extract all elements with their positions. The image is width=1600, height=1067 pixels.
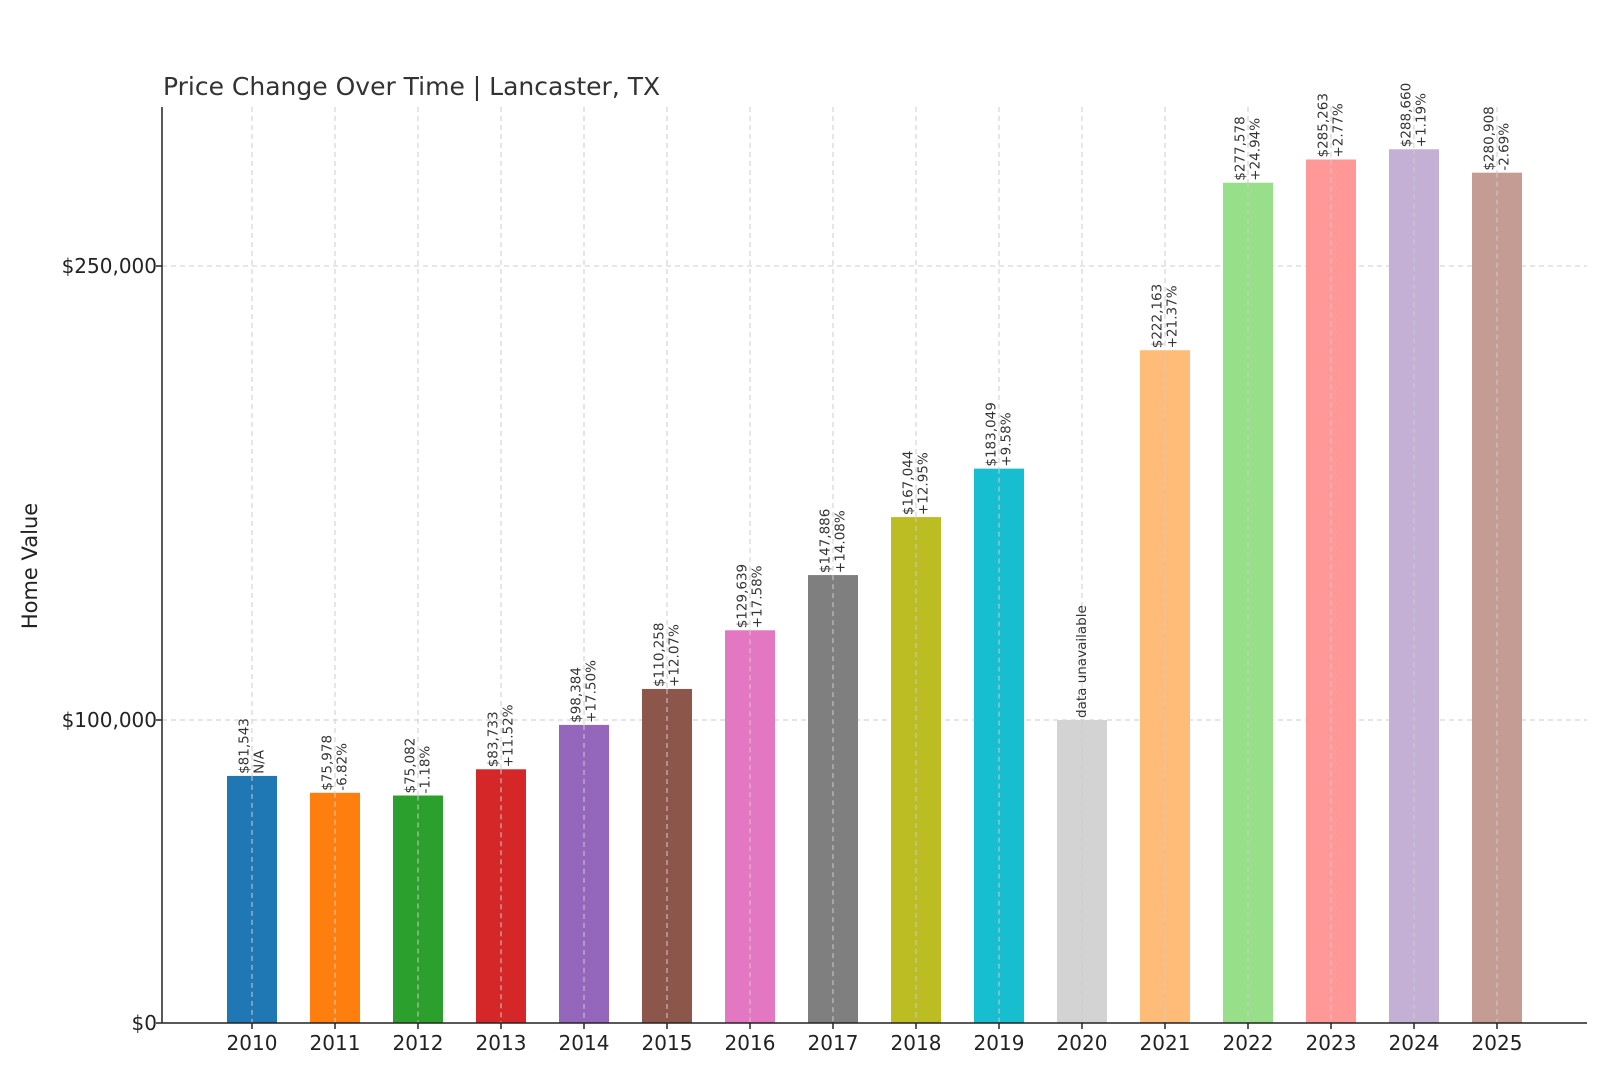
y-tick-label: $100,000 <box>62 708 157 732</box>
data-label-change: +21.37% <box>1165 285 1181 348</box>
data-label-2013: $83,733 +11.52% <box>486 704 517 767</box>
data-label-2012: $75,082 -1.18% <box>403 738 434 794</box>
data-label-value: $98,384 <box>569 667 585 723</box>
y-tick-label: $250,000 <box>62 254 157 278</box>
y-axis-label: Home Value <box>18 503 42 629</box>
data-label-change: -2.69% <box>1497 123 1513 171</box>
data-label-value: $110,258 <box>652 623 668 687</box>
bar-2023 <box>1306 159 1356 1023</box>
data-label-2025: $280,908 -2.69% <box>1482 106 1513 170</box>
data-label-value: $222,163 <box>1150 284 1166 348</box>
data-labels-layer: $81,543 N/A $75,978 -6.82% $75,082 -1.18% $83,… <box>237 83 1513 794</box>
data-label-value: $277,578 <box>1233 116 1249 180</box>
data-label-change: +9.58% <box>999 412 1015 466</box>
data-label-2021: $222,163 +21.37% <box>1150 284 1181 348</box>
data-label-value: $183,049 <box>984 402 1000 466</box>
data-label-change: +11.52% <box>501 704 517 767</box>
x-tick-label-2013: 2013 <box>476 1031 527 1055</box>
data-label-2015: $110,258 +12.07% <box>652 623 683 687</box>
x-tick-label-2015: 2015 <box>642 1031 693 1055</box>
data-label-change: +2.77% <box>1331 103 1347 157</box>
y-tick-label: $0 <box>132 1011 157 1035</box>
data-label-value: $75,082 <box>403 738 419 794</box>
x-tick-label-2019: 2019 <box>974 1031 1025 1055</box>
data-label-value: $167,044 <box>901 451 917 515</box>
x-tick-label-2014: 2014 <box>559 1031 610 1055</box>
data-label-change: -1.18% <box>418 746 434 794</box>
data-label-2017: $147,886 +14.08% <box>818 509 849 573</box>
data-label-value: $129,639 <box>735 564 751 628</box>
x-tick-label-2024: 2024 <box>1389 1031 1440 1055</box>
x-tick-label-2016: 2016 <box>725 1031 776 1055</box>
x-tick-label-2010: 2010 <box>227 1031 278 1055</box>
bar-2011 <box>310 792 360 1023</box>
x-tick-label-2018: 2018 <box>891 1031 942 1055</box>
x-tick-label-2022: 2022 <box>1223 1031 1274 1055</box>
data-label-2022: $277,578 +24.94% <box>1233 116 1264 180</box>
x-tick-label-2017: 2017 <box>808 1031 859 1055</box>
data-label-2023: $285,263 +2.77% <box>1316 93 1347 157</box>
data-label-2011: $75,978 -6.82% <box>320 735 351 791</box>
data-label-change: +12.95% <box>916 452 932 515</box>
data-label-change: +14.08% <box>833 510 849 573</box>
data-label-value: $83,733 <box>486 711 502 767</box>
x-tick-label-2011: 2011 <box>310 1031 361 1055</box>
data-label-value: data unavailable <box>1074 605 1090 718</box>
data-label-value: $280,908 <box>1482 106 1498 170</box>
bar-2010 <box>227 775 277 1023</box>
x-tick-label-2020: 2020 <box>1057 1031 1108 1055</box>
data-label-change: +24.94% <box>1248 118 1264 181</box>
data-label-value: $75,978 <box>320 735 336 791</box>
data-label-2010: $81,543 N/A <box>237 718 268 774</box>
bar-2022 <box>1223 182 1273 1023</box>
data-label-value: $147,886 <box>818 509 834 573</box>
data-label-change: +12.07% <box>667 624 683 687</box>
grid-layer <box>162 107 1587 1023</box>
axes-layer: $0 $100,000 $250,000 2010 2011 2012 2013 2014 20… <box>62 107 1587 1055</box>
data-label-change: -6.82% <box>335 743 351 791</box>
chart-title: Price Change Over Time | Lancaster, TX <box>163 72 660 101</box>
data-label-2020: data unavailable <box>1074 605 1090 718</box>
data-label-2014: $98,384 +17.50% <box>569 660 600 723</box>
data-label-value: $81,543 <box>237 718 253 774</box>
data-label-2024: $288,660 +1.19% <box>1399 83 1430 147</box>
data-label-value: $285,263 <box>1316 93 1332 157</box>
data-label-value: $288,660 <box>1399 83 1415 147</box>
x-tick-label-2025: 2025 <box>1472 1031 1523 1055</box>
data-label-change: +1.19% <box>1414 93 1430 147</box>
data-label-change: +17.50% <box>584 660 600 723</box>
data-label-change: N/A <box>252 749 268 774</box>
data-label-change: +17.58% <box>750 565 766 628</box>
bars-layer <box>227 149 1522 1024</box>
x-tick-label-2012: 2012 <box>393 1031 444 1055</box>
data-label-2018: $167,044 +12.95% <box>901 451 932 515</box>
data-label-2016: $129,639 +17.58% <box>735 564 766 628</box>
data-label-2019: $183,049 +9.58% <box>984 402 1015 466</box>
x-tick-label-2023: 2023 <box>1306 1031 1357 1055</box>
x-tick-label-2021: 2021 <box>1140 1031 1191 1055</box>
